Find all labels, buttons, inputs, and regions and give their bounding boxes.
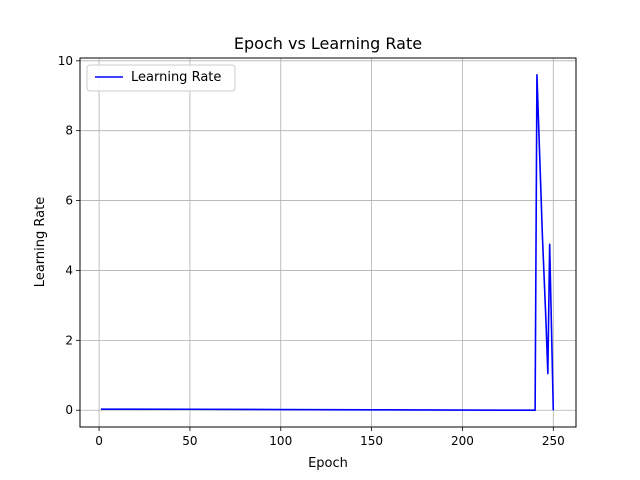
x-tick-label: 200 <box>451 434 474 448</box>
y-tick-label: 2 <box>65 333 73 347</box>
y-tick-label: 6 <box>65 194 73 208</box>
grid-lines <box>80 58 576 427</box>
series-line-0 <box>100 73 555 412</box>
x-axis-ticks: 0 50 100 150 200 250 <box>95 427 565 448</box>
x-tick-label: 50 <box>182 434 197 448</box>
chart-title: Epoch vs Learning Rate <box>234 34 422 53</box>
y-axis-ticks: 0 2 4 6 8 10 <box>58 54 80 417</box>
y-tick-label: 8 <box>65 124 73 138</box>
y-tick-label: 10 <box>58 54 73 68</box>
x-tick-label: 250 <box>542 434 565 448</box>
y-axis-label: Learning Rate <box>33 197 48 287</box>
x-tick-label: 0 <box>95 434 103 448</box>
series-layer <box>100 73 555 412</box>
legend-box <box>86 64 236 92</box>
y-tick-label: 0 <box>65 403 73 417</box>
y-tick-label: 4 <box>65 263 73 277</box>
legend: Learning Rate <box>86 64 236 92</box>
x-axis-label: Epoch <box>308 456 348 471</box>
legend-label: Learning Rate <box>131 70 221 85</box>
x-tick-label: 100 <box>269 434 292 448</box>
plot-frame <box>79 57 577 428</box>
x-tick-label: 150 <box>360 434 383 448</box>
